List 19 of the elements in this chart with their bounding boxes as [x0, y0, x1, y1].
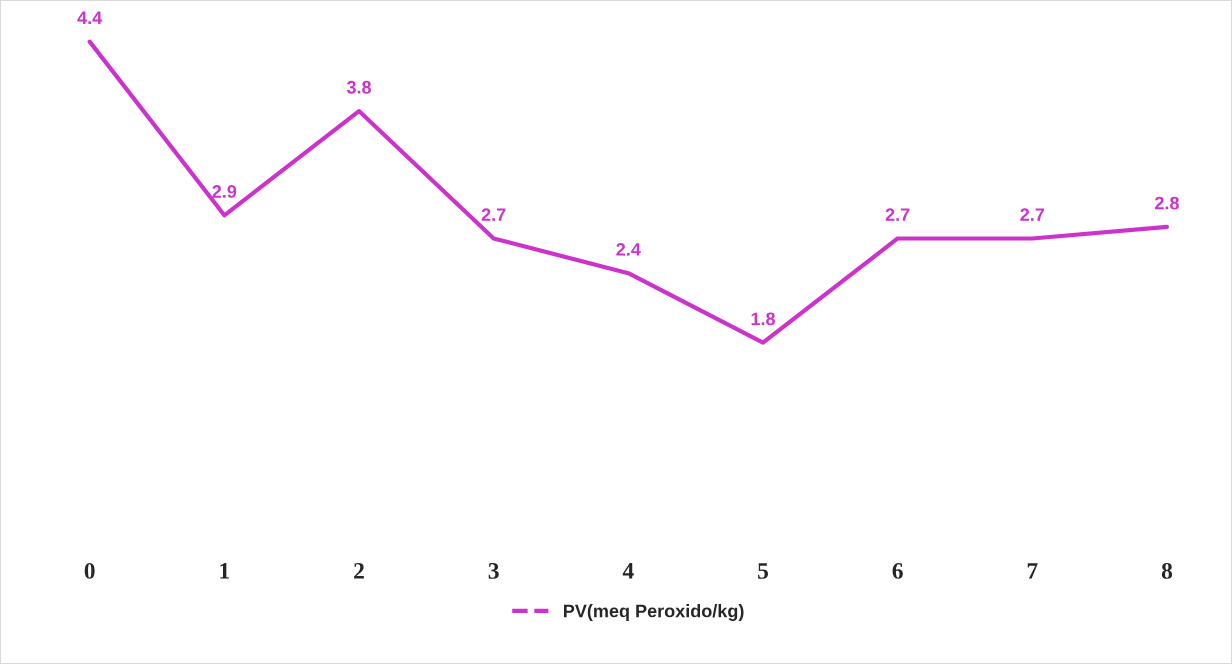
data-label: 3.8	[346, 80, 371, 94]
data-label: 1.8	[751, 312, 775, 326]
x-tick-label: 1	[220, 563, 230, 579]
data-label: 2.7	[1020, 208, 1045, 221]
x-tick-label: 3	[488, 562, 499, 579]
x-tick-label: 7	[1027, 563, 1038, 579]
x-tick-label: 5	[758, 563, 769, 579]
data-label: 2.4	[616, 242, 641, 256]
x-tick-label: 8	[1161, 562, 1173, 579]
legend-label: PV(meq Peroxido/kg)	[564, 604, 744, 621]
data-label: 2.8	[1155, 196, 1179, 210]
data-label: 2.9	[212, 185, 237, 198]
x-tick-label: 6	[892, 562, 903, 579]
data-label: 2.7	[481, 208, 506, 221]
data-label: 4.4	[77, 11, 103, 24]
x-tick-label: 2	[354, 562, 364, 579]
x-tick-label: 4	[622, 563, 634, 579]
x-tick-label: 0	[84, 562, 95, 579]
data-label: 2.7	[885, 208, 910, 221]
